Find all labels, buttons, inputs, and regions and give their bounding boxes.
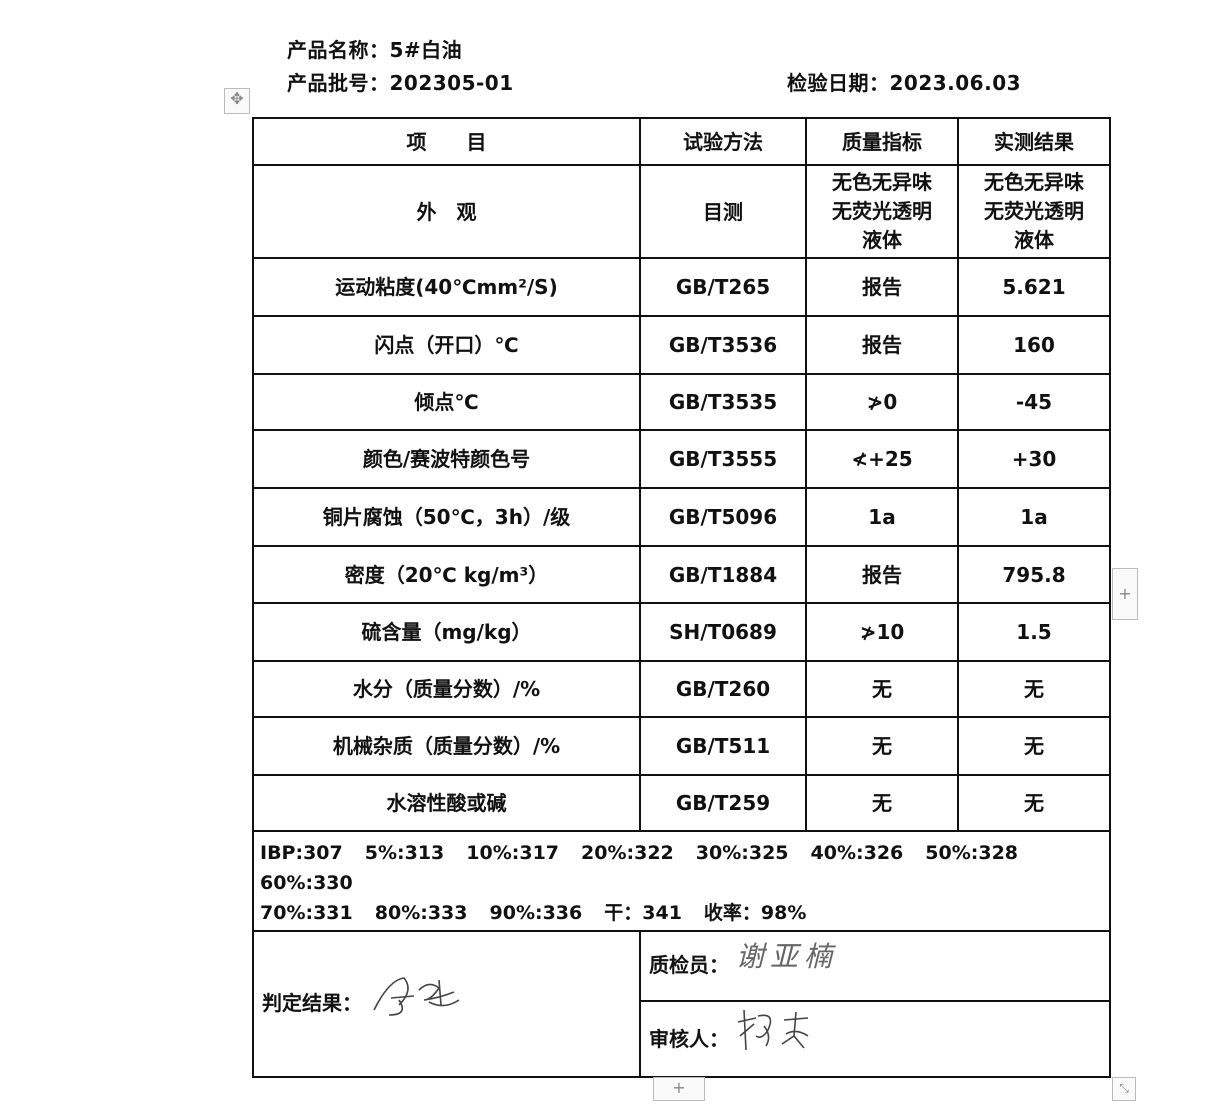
cell-result: +30	[957, 429, 1111, 489]
cell-method: GB/T259	[639, 774, 807, 832]
cell-result: 无	[957, 660, 1111, 718]
distillation-value: 10%:317	[466, 842, 560, 864]
cell-spec: 无色无异味 无荧光透明 液体	[805, 164, 959, 259]
cell-result: 1a	[957, 487, 1111, 547]
distillation-data: IBP:307 5%:313 10%:317 20%:322 30%:325 40%:32…	[252, 830, 1111, 932]
cell-method: GB/T5096	[639, 487, 807, 547]
distillation-value: 收率：98%	[703, 902, 807, 924]
inspector-signature: 谢亚楠	[735, 939, 838, 973]
distillation-value: 5%:313	[364, 842, 445, 864]
inspection-date: 检验日期：2023.06.03	[787, 71, 1022, 95]
cell-item: 铜片腐蚀（50℃，3h）/级	[252, 487, 641, 547]
cell-method: GB/T265	[639, 257, 807, 317]
distillation-value: 干：341	[604, 902, 682, 924]
resize-icon[interactable]: ⤡	[1112, 1077, 1136, 1101]
distillation-value: 40%:326	[810, 842, 904, 864]
cell-item: 水溶性酸或碱	[252, 774, 641, 832]
inspector-label: 质检员：	[649, 953, 729, 978]
cell-method: GB/T3536	[639, 315, 807, 375]
cell-result: 无色无异味 无荧光透明 液体	[957, 164, 1111, 259]
distillation-value: 50%:328	[925, 842, 1019, 864]
inspection-table: 项 目 试验方法 质量指标 实测结果 外 观目测 无色无异味 无荧光透明 液体 无色无异…	[252, 117, 1111, 1078]
col-method: 试验方法	[639, 117, 807, 166]
cell-item: 倾点℃	[252, 373, 641, 431]
reviewer-signature	[737, 1009, 809, 1050]
cell-result: -45	[957, 373, 1111, 431]
cell-method: GB/T511	[639, 716, 807, 776]
cell-result: 无	[957, 774, 1111, 832]
cell-item: 闪点（开口）℃	[252, 315, 641, 375]
table-row: 水分（质量分数）/% GB/T260 无无	[252, 660, 1111, 718]
add-column-button[interactable]: +	[1112, 568, 1138, 620]
cell-spec: 报告	[805, 257, 959, 317]
cell-item: 硫含量（mg/kg）	[252, 602, 641, 662]
col-spec: 质量指标	[805, 117, 959, 166]
cell-item: 颜色/赛波特颜色号	[252, 429, 641, 489]
cell-result: 160	[957, 315, 1111, 375]
distillation-value: 80%:333	[374, 902, 468, 924]
reviewer-cell: 审核人：	[639, 1000, 1111, 1078]
table-row: 闪点（开口）℃ GB/T3536 报告 160	[252, 315, 1111, 375]
table-row: 机械杂质（质量分数）/% GB/T511 无无	[252, 716, 1111, 776]
judgement-signature	[373, 976, 460, 1016]
table-row: 运动粘度(40℃mm²/S) GB/T265 报告 5.621	[252, 257, 1111, 317]
cell-item: 水分（质量分数）/%	[252, 660, 641, 718]
judgement-cell: 判定结果：	[252, 930, 641, 1078]
cell-spec: ≯10	[805, 602, 959, 662]
cell-spec: ≯0	[805, 373, 959, 431]
cell-spec: 无	[805, 660, 959, 718]
cell-spec: 报告	[805, 545, 959, 604]
cell-spec: 无	[805, 774, 959, 832]
cell-result: 795.8	[957, 545, 1111, 604]
col-item: 项 目	[252, 117, 641, 166]
cell-spec: 1a	[805, 487, 959, 547]
cell-spec: 无	[805, 716, 959, 776]
table-row: 颜色/赛波特颜色号 GB/T3555 ≮+25 +30	[252, 429, 1111, 489]
judgement-label: 判定结果：	[262, 991, 362, 1016]
table-row: 硫含量（mg/kg） SH/T0689 ≯10 1.5	[252, 602, 1111, 662]
cell-method: SH/T0689	[639, 602, 807, 662]
cell-item: 运动粘度(40℃mm²/S)	[252, 257, 641, 317]
cell-spec: 报告	[805, 315, 959, 375]
distillation-value: 30%:325	[695, 842, 789, 864]
cell-result: 5.621	[957, 257, 1111, 317]
distillation-row: IBP:307 5%:313 10%:317 20%:322 30%:325 40%:32…	[252, 830, 1111, 932]
cell-method: GB/T260	[639, 660, 807, 718]
cell-method: GB/T3555	[639, 429, 807, 489]
cell-item: 外 观	[252, 164, 641, 259]
table-header-row: 项 目 试验方法 质量指标 实测结果	[252, 117, 1111, 166]
table-row: 倾点℃ GB/T3535 ≯0 -45	[252, 373, 1111, 431]
cell-item: 机械杂质（质量分数）/%	[252, 716, 641, 776]
batch-number: 产品批号：202305-01	[287, 71, 514, 95]
distillation-value: 20%:322	[581, 842, 674, 864]
cell-method: GB/T1884	[639, 545, 807, 604]
table-row: 密度（20℃ kg/m³） GB/T1884 报告 795.8	[252, 545, 1111, 604]
inspector-cell: 质检员： 谢亚楠	[639, 930, 1111, 1002]
table-row: 外 观目测 无色无异味 无荧光透明 液体 无色无异味 无荧光透明 液体	[252, 164, 1111, 259]
add-row-button[interactable]: +	[653, 1077, 705, 1101]
cell-result: 无	[957, 716, 1111, 776]
distillation-value: 70%:331	[260, 902, 353, 924]
distillation-value: 90%:336	[489, 902, 583, 924]
cell-method: 目测	[639, 164, 807, 259]
distillation-value: 60%:330	[260, 872, 353, 894]
cell-result: 1.5	[957, 602, 1111, 662]
cell-spec: ≮+25	[805, 429, 959, 489]
table-row: 水溶性酸或碱 GB/T259 无无	[252, 774, 1111, 832]
product-name: 产品名称：5#白油	[287, 38, 463, 62]
table-row: 铜片腐蚀（50℃，3h）/级 GB/T5096 1a 1a	[252, 487, 1111, 547]
col-result: 实测结果	[957, 117, 1111, 166]
cell-method: GB/T3535	[639, 373, 807, 431]
distillation-value: IBP:307	[260, 842, 343, 864]
cell-item: 密度（20℃ kg/m³）	[252, 545, 641, 604]
move-icon[interactable]: ✥	[224, 88, 250, 114]
reviewer-label: 审核人：	[649, 1027, 729, 1051]
